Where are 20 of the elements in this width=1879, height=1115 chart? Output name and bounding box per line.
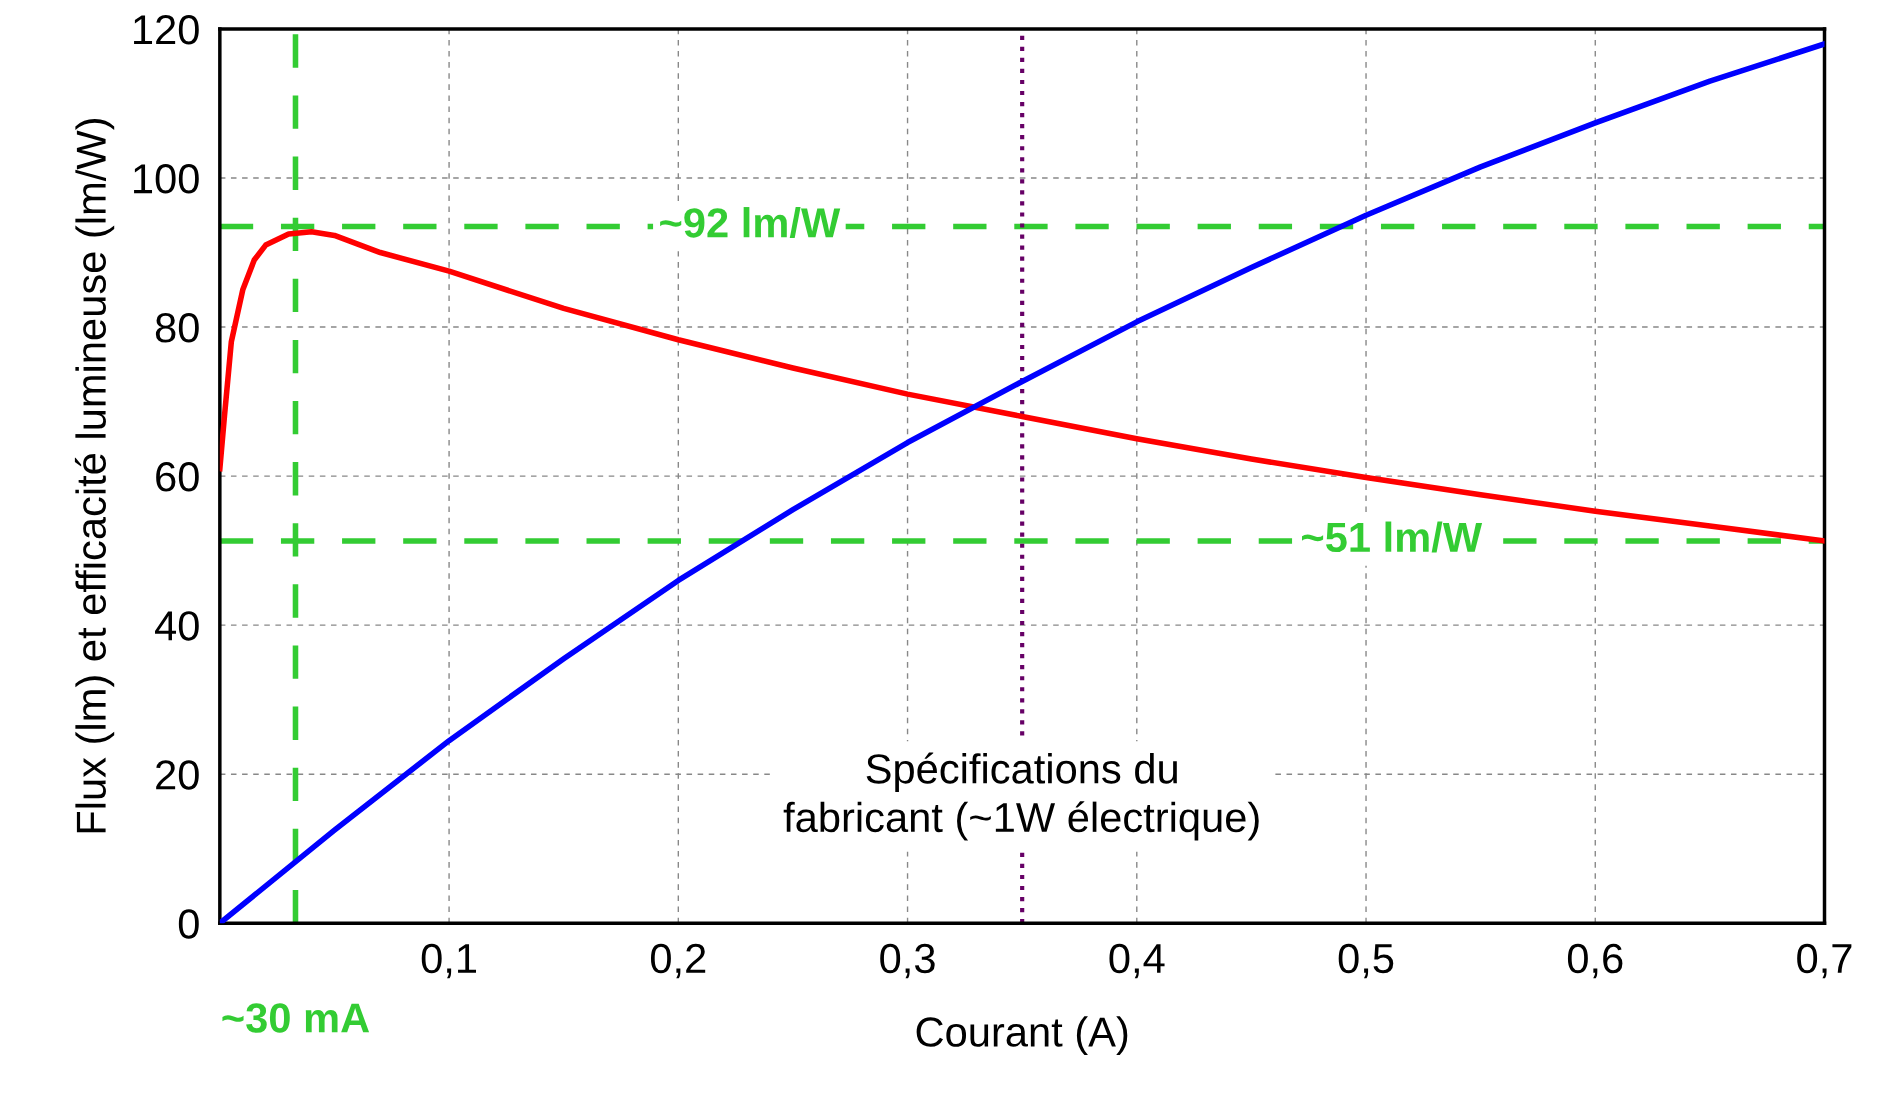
x-tick-label: 0,5	[1338, 943, 1394, 979]
ref-line-label: ~92 lm/W	[660, 207, 841, 239]
x-axis-title: Courant (A)	[916, 1016, 1128, 1056]
y-axis-title: Flux (lm) et efficacité lumineuse (lm/W)	[74, 119, 115, 833]
y-tick-label: 40	[155, 611, 199, 641]
x-tick-label: 0,7	[1797, 943, 1852, 979]
ref-line-label: ~51 lm/W	[1302, 521, 1483, 553]
ref-line-label: ~30 mA	[222, 1003, 370, 1033]
annotation: Spécifications du fabricant (~1W électrique)	[783, 752, 1259, 841]
y-tick-label: 80	[155, 313, 199, 343]
y-tick-label: 60	[156, 462, 199, 492]
x-tick-label: 0,4	[1109, 943, 1165, 979]
y-tick-label: 0	[178, 909, 199, 939]
x-tick-label: 0,3	[880, 943, 935, 979]
x-tick-label: 0,6	[1567, 943, 1623, 979]
x-tick-label: 0,1	[421, 943, 477, 979]
y-tick-label: 100	[134, 164, 199, 194]
x-tick-label: 0,2	[650, 943, 706, 979]
y-tick-label: 20	[156, 760, 199, 790]
y-tick-label: 120	[134, 14, 199, 45]
